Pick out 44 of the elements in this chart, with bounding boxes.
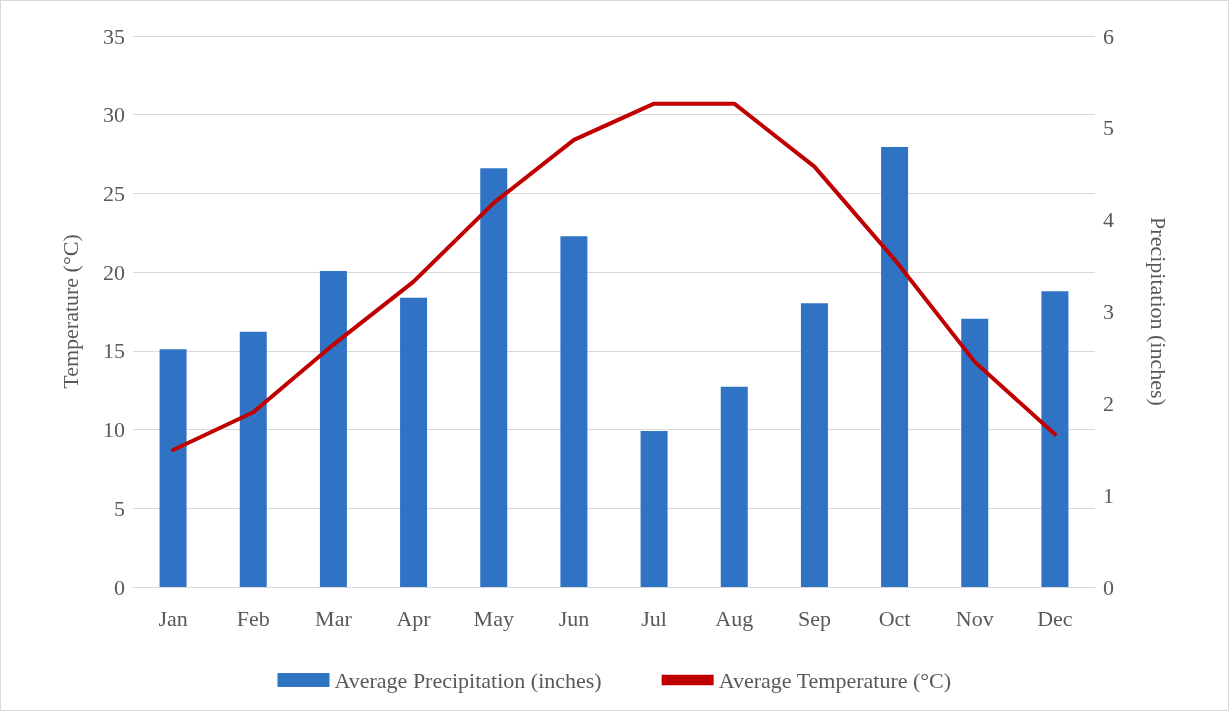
y2-tick-label: 3 xyxy=(1103,299,1114,324)
y-tick-label: 30 xyxy=(103,102,125,128)
bar xyxy=(961,318,989,587)
y-tick-label: 20 xyxy=(103,259,125,285)
bar xyxy=(400,297,428,587)
legend-label: Average Temperature (°C) xyxy=(718,667,952,693)
y2-tick-label: 0 xyxy=(1103,574,1114,600)
y-axis-title: Temperature (°C) xyxy=(57,234,83,389)
x-tick-label: Jan xyxy=(158,605,188,631)
y-tick-label: 5 xyxy=(114,495,125,521)
x-tick-label: Sep xyxy=(797,605,831,631)
x-tick-label: Oct xyxy=(878,605,911,631)
x-tick-label: Mar xyxy=(315,605,353,631)
y2-tick-label: 1 xyxy=(1103,482,1114,508)
bar xyxy=(720,386,748,587)
legend-label: Average Precipitation (inches) xyxy=(334,667,602,693)
y-tick-label: 10 xyxy=(103,417,125,443)
bar xyxy=(560,236,588,587)
bar xyxy=(319,271,347,587)
y-tick-label: 35 xyxy=(103,23,125,49)
x-tick-label: Jul xyxy=(641,605,667,631)
bar xyxy=(480,168,508,587)
x-tick-label: May xyxy=(473,605,514,631)
bar xyxy=(640,430,668,587)
x-tick-label: Apr xyxy=(396,605,432,631)
y2-axis-title: Precipitation (inches) xyxy=(1145,217,1171,406)
y2-tick-label: 5 xyxy=(1103,115,1114,141)
x-tick-label: Nov xyxy=(955,605,994,631)
y2-tick-label: 4 xyxy=(1103,207,1114,233)
bar xyxy=(881,147,909,587)
y2-tick-label: 2 xyxy=(1103,390,1114,416)
y2-tick-label: 6 xyxy=(1103,23,1114,49)
bar xyxy=(1041,291,1069,587)
bar xyxy=(800,303,828,587)
bar xyxy=(239,331,267,587)
y-tick-label: 15 xyxy=(103,338,125,364)
y-tick-label: 0 xyxy=(114,574,125,600)
y-tick-label: 25 xyxy=(103,180,125,206)
x-tick-label: Dec xyxy=(1037,605,1073,631)
x-tick-label: Feb xyxy=(236,605,270,631)
x-tick-label: Aug xyxy=(715,605,754,631)
line-series xyxy=(171,101,1057,453)
bar xyxy=(159,349,187,587)
x-tick-label: Jun xyxy=(558,605,590,631)
